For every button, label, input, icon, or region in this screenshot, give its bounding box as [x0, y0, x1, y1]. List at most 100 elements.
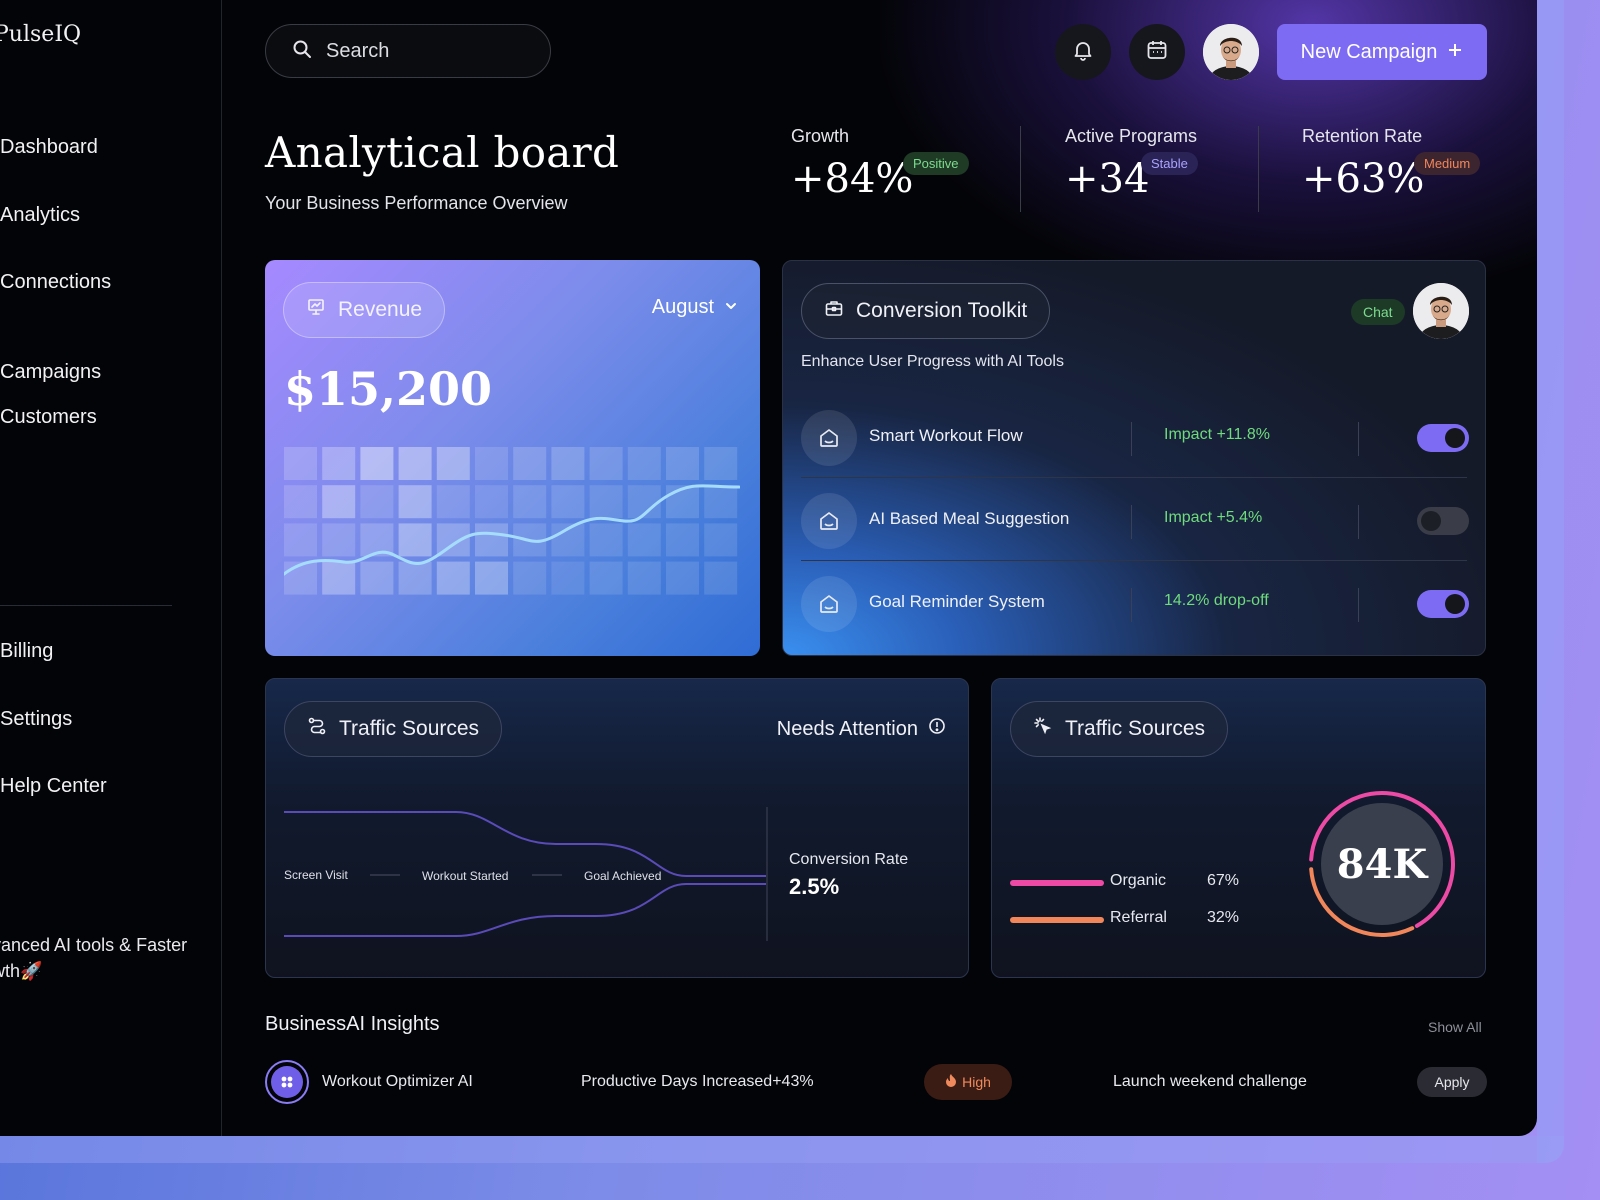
heatmap-cell — [284, 485, 317, 519]
insights-title: BusinessAI Insights — [265, 1013, 440, 1035]
needs-attention[interactable]: Needs Attention — [777, 717, 946, 741]
heatmap-cell — [284, 561, 317, 595]
heatmap-cell — [360, 561, 394, 595]
heatmap-cell — [666, 485, 699, 519]
sidebar-item-connections[interactable]: Connections — [0, 271, 112, 293]
heatmap-cell — [627, 523, 661, 557]
row-divider — [1358, 505, 1359, 539]
traffic-title-pill[interactable]: Traffic Sources — [284, 701, 503, 757]
donut-center — [1321, 803, 1443, 925]
stat-value: +34 — [1065, 156, 1150, 202]
tool-row: Smart Workout Flow Impact +11.8% — [801, 396, 1469, 478]
legend-name: Referral — [1110, 909, 1167, 926]
heatmap-cell — [704, 485, 738, 519]
stat-divider — [1020, 126, 1021, 212]
month-select[interactable]: August — [652, 296, 738, 319]
heatmap-cell — [436, 485, 470, 519]
traffic-total-value: 84K — [1336, 840, 1428, 888]
heatmap-cell — [513, 485, 547, 519]
sidebar-item-help-center[interactable]: Help Center — [0, 775, 107, 797]
sidebar: PulseIQ Dashboard Analytics Connections … — [0, 0, 222, 1136]
funnel-stage-label: Goal Achieved — [584, 869, 662, 883]
plus-icon — [1447, 41, 1463, 64]
app-window: PulseIQ Dashboard Analytics Connections … — [0, 0, 1537, 1136]
toggle-knob — [1445, 428, 1465, 448]
priority-badge: High — [924, 1064, 1012, 1100]
funnel-stage-label: Screen Visit — [284, 868, 348, 882]
stat-label: Active Programs — [1065, 126, 1198, 146]
tool-toggle-ai-meal-suggestion[interactable] — [1417, 507, 1469, 535]
sidebar-item-customers[interactable]: Customers — [0, 406, 97, 428]
apply-button[interactable]: Apply — [1417, 1067, 1487, 1097]
traffic-donut-chart — [1309, 791, 1455, 937]
traffic-split-title-pill[interactable]: Traffic Sources — [1010, 701, 1229, 757]
legend-percent: 67% — [1207, 872, 1240, 889]
calendar-button[interactable] — [1129, 24, 1185, 80]
tool-toggle-smart-workout-flow[interactable] — [1417, 424, 1469, 452]
search-input[interactable] — [324, 38, 528, 64]
tool-toggle-goal-reminder[interactable] — [1417, 590, 1469, 618]
stat-active-programs: Active Programs +34 Stable — [1065, 126, 1198, 202]
heatmap-cell — [666, 561, 699, 595]
donut-arc-organic — [1309, 791, 1455, 937]
presentation-chart-icon — [306, 297, 326, 323]
sidebar-item-billing[interactable]: Billing — [0, 640, 54, 662]
promo-line-2: wth🚀 — [0, 961, 43, 981]
tool-row: AI Based Meal Suggestion Impact +5.4% — [801, 479, 1469, 561]
toolkit-title: Conversion Toolkit — [856, 299, 1028, 322]
stat-divider — [1258, 126, 1259, 212]
window-frame-edge — [1537, 0, 1564, 1163]
sidebar-item-dashboard[interactable]: Dashboard — [0, 136, 98, 158]
toggle-knob — [1445, 594, 1465, 614]
stat-label: Growth — [791, 126, 850, 146]
revenue-trend-line — [284, 484, 740, 576]
sidebar-item-campaigns[interactable]: Campaigns — [0, 361, 102, 383]
funnel-upper-edge — [284, 811, 766, 877]
row-separator — [801, 560, 1467, 561]
revenue-heatmap-chart — [284, 447, 740, 595]
chat-badge[interactable]: Chat — [1351, 299, 1405, 325]
toolkit-title-pill[interactable]: Conversion Toolkit — [801, 283, 1051, 339]
search-bar[interactable] — [265, 24, 551, 78]
heatmap-cell — [322, 485, 356, 519]
heatmap-cell — [589, 561, 623, 595]
stat-growth: Growth +84% Positive — [791, 126, 969, 202]
heatmap-cell — [398, 447, 432, 480]
heatmap-cell — [322, 523, 356, 557]
heatmap-cell — [475, 485, 508, 519]
conversion-rate-label: Conversion Rate — [789, 851, 909, 868]
heatmap-cell — [589, 485, 623, 519]
month-label: August — [651, 296, 714, 318]
stat-value: +63% — [1302, 156, 1425, 202]
notifications-button[interactable] — [1055, 24, 1111, 80]
new-campaign-button[interactable]: New Campaign — [1277, 24, 1487, 80]
sidebar-item-analytics[interactable]: Analytics — [0, 204, 81, 226]
tool-name: Goal Reminder System — [869, 592, 1045, 611]
app-logo: PulseIQ — [0, 22, 82, 47]
heatmap-cell — [284, 447, 317, 480]
heatmap-cell — [551, 485, 585, 519]
heatmap-cell — [436, 561, 470, 595]
heatmap-cell — [398, 485, 432, 519]
show-all-link[interactable]: Show All — [1428, 1019, 1482, 1035]
row-divider — [1131, 505, 1132, 539]
tool-name: Smart Workout Flow — [869, 426, 1023, 445]
donut-arc-referral — [1309, 791, 1455, 937]
funnel-stage-label: Workout Started — [422, 869, 509, 883]
page-title: Analytical board — [265, 128, 620, 177]
sidebar-item-settings[interactable]: Settings — [0, 708, 73, 730]
revenue-title-pill[interactable]: Revenue — [283, 282, 446, 338]
funnel-chart — [284, 807, 768, 941]
home-icon — [801, 493, 857, 549]
heatmap-cell — [322, 561, 356, 595]
status-badge: Stable — [1141, 152, 1198, 175]
row-divider — [1131, 588, 1132, 622]
status-badge: Positive — [903, 152, 969, 175]
toolkit-description: Enhance User Progress with AI Tools — [801, 353, 1064, 370]
heatmap-cell — [704, 561, 738, 595]
heatmap-cell — [360, 523, 394, 557]
user-avatar[interactable] — [1203, 24, 1259, 80]
revenue-card: Revenue August $15,200 — [265, 260, 760, 656]
assistant-avatar[interactable] — [1413, 283, 1469, 339]
conversion-toolkit-card: Conversion Toolkit Chat Enhance User Pro… — [782, 260, 1486, 656]
